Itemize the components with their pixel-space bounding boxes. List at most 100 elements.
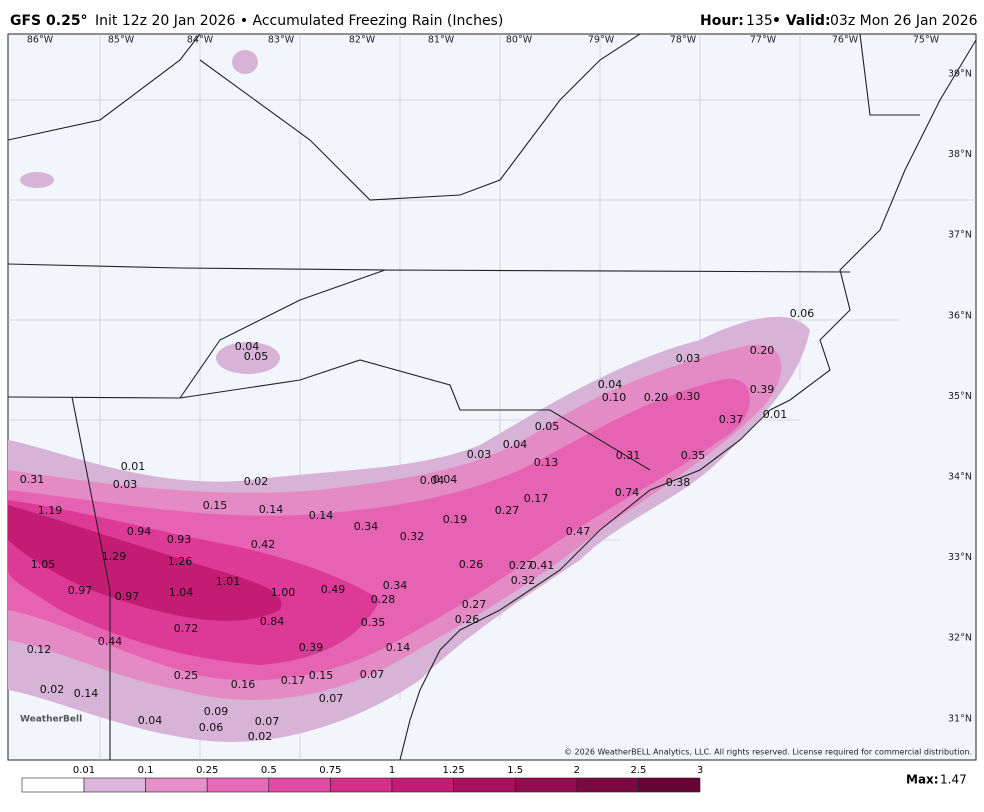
- colorbar-segment: [638, 777, 701, 793]
- point-value: 0.12: [27, 643, 52, 656]
- longitude-label: 76°W: [832, 35, 859, 46]
- point-values: 0.040.050.060.200.030.040.10 0.20 0.300.39…: [20, 307, 815, 743]
- longitude-label: 83°W: [268, 35, 295, 46]
- point-value: 0.32: [400, 530, 425, 543]
- point-value: 0.07: [360, 668, 385, 681]
- point-value: 1.26: [168, 555, 193, 568]
- point-value: 0.17: [281, 674, 306, 687]
- latitude-label: 37°N: [948, 230, 972, 241]
- point-value: 0.05: [535, 420, 560, 433]
- point-value: 0.72: [174, 622, 199, 635]
- point-value: 0.06: [790, 307, 815, 320]
- colorbar-label: 2: [574, 765, 580, 776]
- point-value: 0.39: [750, 383, 775, 396]
- colorbar-label: 0.5: [261, 765, 277, 776]
- point-value: 0.14: [259, 503, 284, 516]
- point-value: 0.03: [676, 352, 701, 365]
- point-value: 0.35: [681, 449, 706, 462]
- colorbar-label: 0.1: [138, 765, 154, 776]
- point-value: 1.04: [169, 586, 194, 599]
- longitude-label: 84°W: [187, 35, 214, 46]
- point-value: 0.34: [354, 520, 379, 533]
- point-value: 1.29: [102, 550, 127, 563]
- longitude-label: 77°W: [750, 35, 777, 46]
- latitude-label: 35°N: [948, 391, 972, 402]
- point-value: 1.00: [271, 586, 296, 599]
- point-value: 1.05: [31, 558, 56, 571]
- colorbar: 0.01 0.1 0.25 0.5 0.75 1 1.25 1.5 2 2.5 3: [21, 765, 703, 793]
- colorbar-label: 2.5: [630, 765, 646, 776]
- max: 1.47: [940, 773, 967, 787]
- longitude-label: 80°W: [506, 35, 533, 46]
- point-value: 0.42: [251, 538, 276, 551]
- colorbar-label: 3: [697, 765, 703, 776]
- point-value: 0.05: [244, 350, 269, 363]
- logo: WeatherBell: [20, 715, 82, 725]
- model: GFS 0.25°: [10, 13, 88, 29]
- point-value: 0.26: [455, 613, 480, 626]
- colorbar-segment: [453, 777, 516, 793]
- colorbar-segment: [268, 777, 331, 793]
- colorbar-segment: [21, 777, 85, 793]
- latitude-label: 38°N: [948, 149, 972, 160]
- colorbar-label: 0.25: [196, 765, 218, 776]
- point-value: 0.02: [244, 475, 269, 488]
- point-value: 0.04: [433, 473, 458, 486]
- point-value: 0.15: [309, 669, 334, 682]
- point-value: 0.03: [113, 478, 138, 491]
- point-value: 0.31: [20, 473, 45, 486]
- colorbar-segment: [83, 777, 146, 793]
- point-value: 0.15: [203, 499, 228, 512]
- point-value: 0.27: [462, 598, 487, 611]
- point-value: 0.09: [204, 705, 229, 718]
- point-value: 0.14: [74, 687, 99, 700]
- point-value: 0.31: [616, 449, 641, 462]
- point-value: 0.35: [361, 616, 386, 629]
- point-value: 0.07: [319, 692, 344, 705]
- point-value: 0.16: [231, 678, 256, 691]
- latitude-label: 32°N: [948, 633, 972, 644]
- longitude-label: 82°W: [349, 35, 376, 46]
- point-value: 1.19: [38, 504, 63, 517]
- point-value: 0.28: [371, 593, 396, 606]
- point-value: 0.17: [524, 492, 549, 505]
- point-value: 0.04: [503, 438, 528, 451]
- shade-blob: [232, 50, 258, 74]
- latitude-label: 33°N: [948, 552, 972, 563]
- colorbar-segment: [514, 777, 578, 793]
- max-label: Max:: [906, 773, 939, 787]
- state-borders: [7, 33, 920, 760]
- point-value: 0.97: [115, 590, 140, 603]
- point-value: 0.25: [174, 669, 199, 682]
- colorbar-segment: [391, 777, 454, 793]
- hour-label: Hour:: [700, 13, 744, 29]
- coastline: [399, 39, 977, 761]
- longitude-label: 79°W: [588, 35, 615, 46]
- point-value: 1.01: [216, 575, 241, 588]
- latitude-label: 36°N: [948, 310, 972, 321]
- point-value: 0.93: [167, 533, 192, 546]
- title: Init 12z 20 Jan 2026 • Accumulated Freez…: [95, 13, 503, 29]
- point-value: 0.27: [495, 504, 520, 517]
- point-value: 0.49: [321, 583, 346, 596]
- point-value: 0.02: [248, 730, 273, 743]
- point-value: 0.20: [750, 344, 775, 357]
- point-value: 0.30: [676, 390, 701, 403]
- point-value: 0.38: [666, 476, 691, 489]
- point-value: 0.39: [299, 641, 324, 654]
- shade-5: [8, 505, 282, 621]
- colorbar-segment: [145, 777, 208, 793]
- longitude-label: 75°W: [913, 35, 940, 46]
- point-value: 0.74: [615, 486, 640, 499]
- colorbar-label: 0.01: [73, 765, 95, 776]
- shade-blob: [216, 342, 280, 374]
- point-value: 0.32: [511, 574, 536, 587]
- point-value: 0.41: [530, 559, 555, 572]
- point-value: 0.34: [383, 579, 408, 592]
- point-value: 0.04: [235, 340, 260, 353]
- point-value: 0.02: [40, 683, 65, 696]
- point-value: 0.84: [260, 615, 285, 628]
- longitude-label: 85°W: [108, 35, 135, 46]
- copyright: © 2026 WeatherBELL Analytics, LLC. All r…: [564, 748, 972, 757]
